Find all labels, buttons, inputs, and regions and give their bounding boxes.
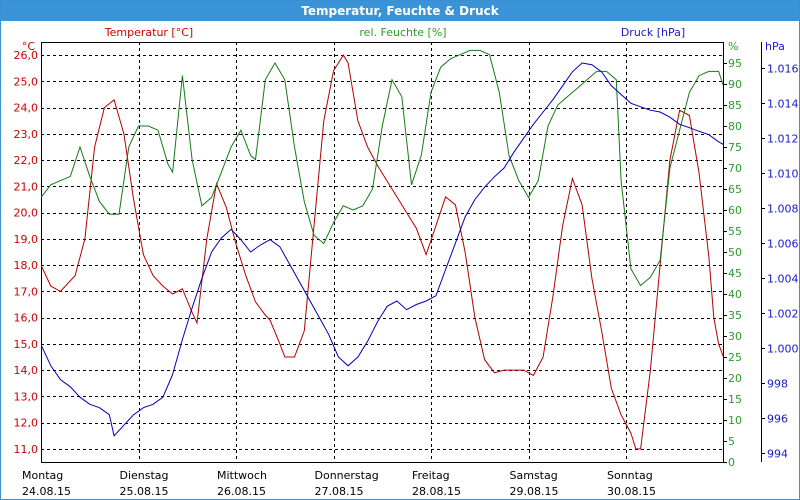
chart-canvas: 11,0 12,0 13,0 14,0 15,0 16,0 17,0 18,0 19,0 20,0… bbox=[14, 26, 799, 498]
pres-tick-label: 996 bbox=[767, 412, 788, 425]
x-weekday-label: Dienstag bbox=[120, 469, 169, 482]
x-date-label: 25.08.15 bbox=[120, 485, 169, 498]
pres-tick-label: 1.012 bbox=[767, 132, 799, 145]
hum-tick-label: 60 bbox=[728, 204, 742, 217]
hum-tick-label: 65 bbox=[728, 183, 742, 196]
hum-tick-label: 95 bbox=[728, 57, 742, 70]
pres-tick-label: 1.014 bbox=[767, 97, 799, 110]
hum-tick-label: 5 bbox=[728, 435, 735, 448]
x-weekday-label: Samstag bbox=[510, 469, 558, 482]
hum-tick-label: 10 bbox=[728, 414, 742, 427]
temp-tick-label: 13,0 bbox=[14, 390, 39, 403]
pres-tick-label: 1.000 bbox=[767, 342, 799, 355]
temp-tick-label: 18,0 bbox=[14, 259, 39, 272]
pres-tick-label: 1.004 bbox=[767, 272, 799, 285]
hum-tick-label: 70 bbox=[728, 162, 742, 175]
pres-tick-label: 1.016 bbox=[767, 62, 799, 75]
hum-tick-label: 40 bbox=[728, 288, 742, 301]
pres-tick-label: 1.008 bbox=[767, 202, 799, 215]
pres-tick-label: 1.010 bbox=[767, 167, 799, 180]
hum-tick-label: 90 bbox=[728, 78, 742, 91]
temp-tick-label: 25,0 bbox=[14, 75, 39, 88]
x-date-label: 26.08.15 bbox=[217, 485, 266, 498]
x-weekday-label: Mittwoch bbox=[217, 469, 267, 482]
legend-pres: Druck [hPa] bbox=[621, 26, 685, 39]
temp-tick-label: 21,0 bbox=[14, 180, 39, 193]
temp-tick-label: 19,0 bbox=[14, 233, 39, 246]
temp-tick-label: 12,0 bbox=[14, 417, 39, 430]
hum-tick-label: 0 bbox=[728, 456, 735, 469]
hum-tick-label: 45 bbox=[728, 267, 742, 280]
series-line-hum bbox=[41, 49, 723, 287]
legend-temp: Temperatur [°C] bbox=[104, 26, 193, 39]
hum-tick-label: 55 bbox=[728, 225, 742, 238]
hum-tick-label: 80 bbox=[728, 120, 742, 133]
pres-tick-label: 994 bbox=[767, 447, 788, 460]
hum-unit-label: % bbox=[728, 40, 738, 53]
hum-tick-label: 50 bbox=[728, 246, 742, 259]
series-line-temp bbox=[41, 54, 723, 450]
hum-tick-label: 85 bbox=[728, 99, 742, 112]
temp-unit-label: °C bbox=[22, 40, 36, 53]
x-date-label: 28.08.15 bbox=[412, 485, 461, 498]
hum-tick-label: 20 bbox=[728, 372, 742, 385]
temp-tick-label: 20,0 bbox=[14, 207, 39, 220]
pres-tick-label: 1.006 bbox=[767, 237, 799, 250]
x-date-label: 29.08.15 bbox=[510, 485, 559, 498]
x-date-label: 27.08.15 bbox=[315, 485, 364, 498]
x-weekday-label: Donnerstag bbox=[315, 469, 379, 482]
legend-hum: rel. Feuchte [%] bbox=[359, 26, 446, 39]
x-date-label: 30.08.15 bbox=[607, 485, 656, 498]
temp-tick-label: 17,0 bbox=[14, 285, 39, 298]
hum-tick-label: 30 bbox=[728, 330, 742, 343]
hum-tick-label: 25 bbox=[728, 351, 742, 364]
pres-tick-label: 1.002 bbox=[767, 307, 799, 320]
pres-tick-label: 998 bbox=[767, 377, 788, 390]
hum-tick-label: 75 bbox=[728, 141, 742, 154]
temp-tick-label: 22,0 bbox=[14, 154, 39, 167]
hum-tick-label: 35 bbox=[728, 309, 742, 322]
chart-title: Temperatur, Feuchte & Druck bbox=[1, 1, 799, 21]
x-weekday-label: Montag bbox=[22, 469, 63, 482]
temp-tick-label: 16,0 bbox=[14, 312, 39, 325]
temp-tick-label: 26,0 bbox=[14, 49, 39, 62]
series-line-pres bbox=[41, 62, 723, 437]
x-date-label: 24.08.15 bbox=[22, 485, 71, 498]
plot-frame bbox=[41, 42, 724, 463]
x-weekday-label: Freitag bbox=[412, 469, 450, 482]
temp-tick-label: 15,0 bbox=[14, 338, 39, 351]
x-weekday-label: Sonntag bbox=[607, 469, 653, 482]
temp-tick-label: 11,0 bbox=[14, 443, 39, 456]
hum-tick-label: 15 bbox=[728, 393, 742, 406]
temp-tick-label: 23,0 bbox=[14, 128, 39, 141]
temp-tick-label: 14,0 bbox=[14, 364, 39, 377]
temp-tick-label: 24,0 bbox=[14, 102, 39, 115]
pres-unit-label: hPa bbox=[765, 40, 785, 53]
